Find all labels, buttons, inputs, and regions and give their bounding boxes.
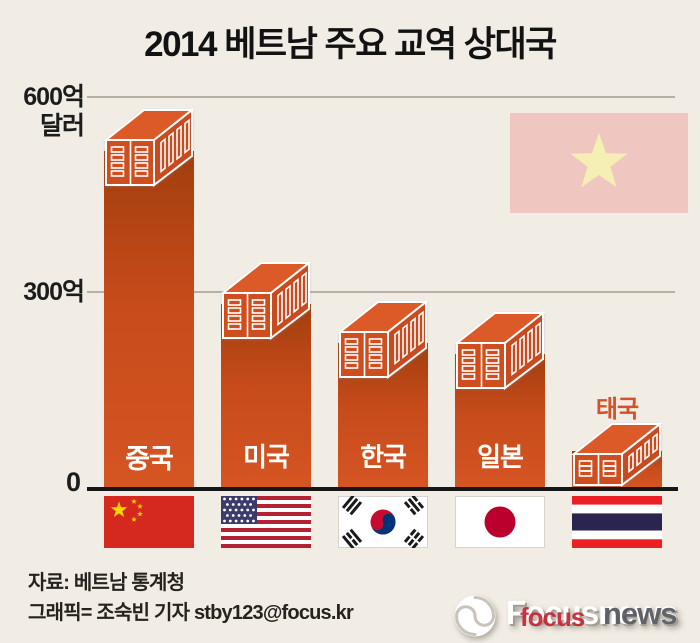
bar-label-usa: 미국 xyxy=(243,442,290,472)
flag-japan xyxy=(455,496,545,548)
chart-title: 2014 베트남 주요 교역 상대국 xyxy=(144,25,557,64)
source-text: 자료: 베트남 통계청 xyxy=(28,572,185,594)
flag-china xyxy=(104,496,194,548)
flag-thailand xyxy=(572,496,662,548)
vietnam-flag xyxy=(510,113,688,218)
focusnews-swirl-icon xyxy=(454,595,496,637)
focusnews-wordmark: Focusnews news focus xyxy=(506,594,700,638)
focusnews-logo: Focusnews news focus xyxy=(452,592,700,640)
bar-label-japan: 일본 xyxy=(477,442,524,472)
wordmark-focus-overlay: focus xyxy=(520,602,585,632)
container-icon-korea xyxy=(337,299,429,384)
container-icon-thailand xyxy=(571,421,663,492)
y-axis-unit: 달러 xyxy=(39,112,85,140)
flag-korea xyxy=(338,494,428,550)
y-axis-label-300: 300억 xyxy=(23,278,85,306)
credit-text: 그래픽= 조숙빈 기자 stby123@focus.kr xyxy=(28,602,354,624)
bar-label-china: 중국 xyxy=(125,444,174,474)
y-axis-600-value: 600억 xyxy=(23,83,85,111)
bar-label-korea: 한국 xyxy=(360,442,407,472)
bar-label-thailand: 태국 xyxy=(595,396,639,423)
trade-bar-china xyxy=(104,151,194,487)
x-axis-line xyxy=(87,487,678,491)
flag-usa xyxy=(221,496,311,548)
y-axis-label-zero: 0 xyxy=(65,467,81,497)
container-icon-japan xyxy=(454,310,546,395)
container-icon-usa xyxy=(220,260,312,345)
gridline-600 xyxy=(87,96,675,98)
gridline-300 xyxy=(87,291,675,293)
container-icon-china xyxy=(103,107,195,192)
wordmark-news-overlay: news xyxy=(603,596,678,631)
y-axis-label-600: 600억 달러 xyxy=(0,83,85,141)
wordmark-base: Focusnews xyxy=(506,594,678,631)
